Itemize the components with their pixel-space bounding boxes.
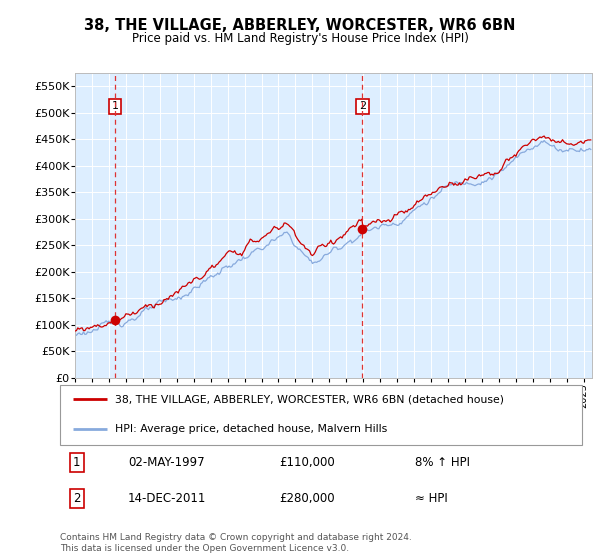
Text: HPI: Average price, detached house, Malvern Hills: HPI: Average price, detached house, Malv… [115,424,387,435]
Text: 2: 2 [359,101,366,111]
Text: £110,000: £110,000 [279,456,335,469]
Text: ≈ HPI: ≈ HPI [415,492,448,505]
Text: 38, THE VILLAGE, ABBERLEY, WORCESTER, WR6 6BN: 38, THE VILLAGE, ABBERLEY, WORCESTER, WR… [85,18,515,33]
Text: Contains HM Land Registry data © Crown copyright and database right 2024.
This d: Contains HM Land Registry data © Crown c… [60,533,412,553]
Text: 02-MAY-1997: 02-MAY-1997 [128,456,205,469]
Text: £280,000: £280,000 [279,492,335,505]
Text: 38, THE VILLAGE, ABBERLEY, WORCESTER, WR6 6BN (detached house): 38, THE VILLAGE, ABBERLEY, WORCESTER, WR… [115,394,504,404]
Text: 1: 1 [112,101,118,111]
Text: 14-DEC-2011: 14-DEC-2011 [128,492,206,505]
Text: 8% ↑ HPI: 8% ↑ HPI [415,456,470,469]
FancyBboxPatch shape [60,385,582,445]
Text: Price paid vs. HM Land Registry's House Price Index (HPI): Price paid vs. HM Land Registry's House … [131,32,469,45]
Text: 1: 1 [73,456,80,469]
Text: 2: 2 [73,492,80,505]
